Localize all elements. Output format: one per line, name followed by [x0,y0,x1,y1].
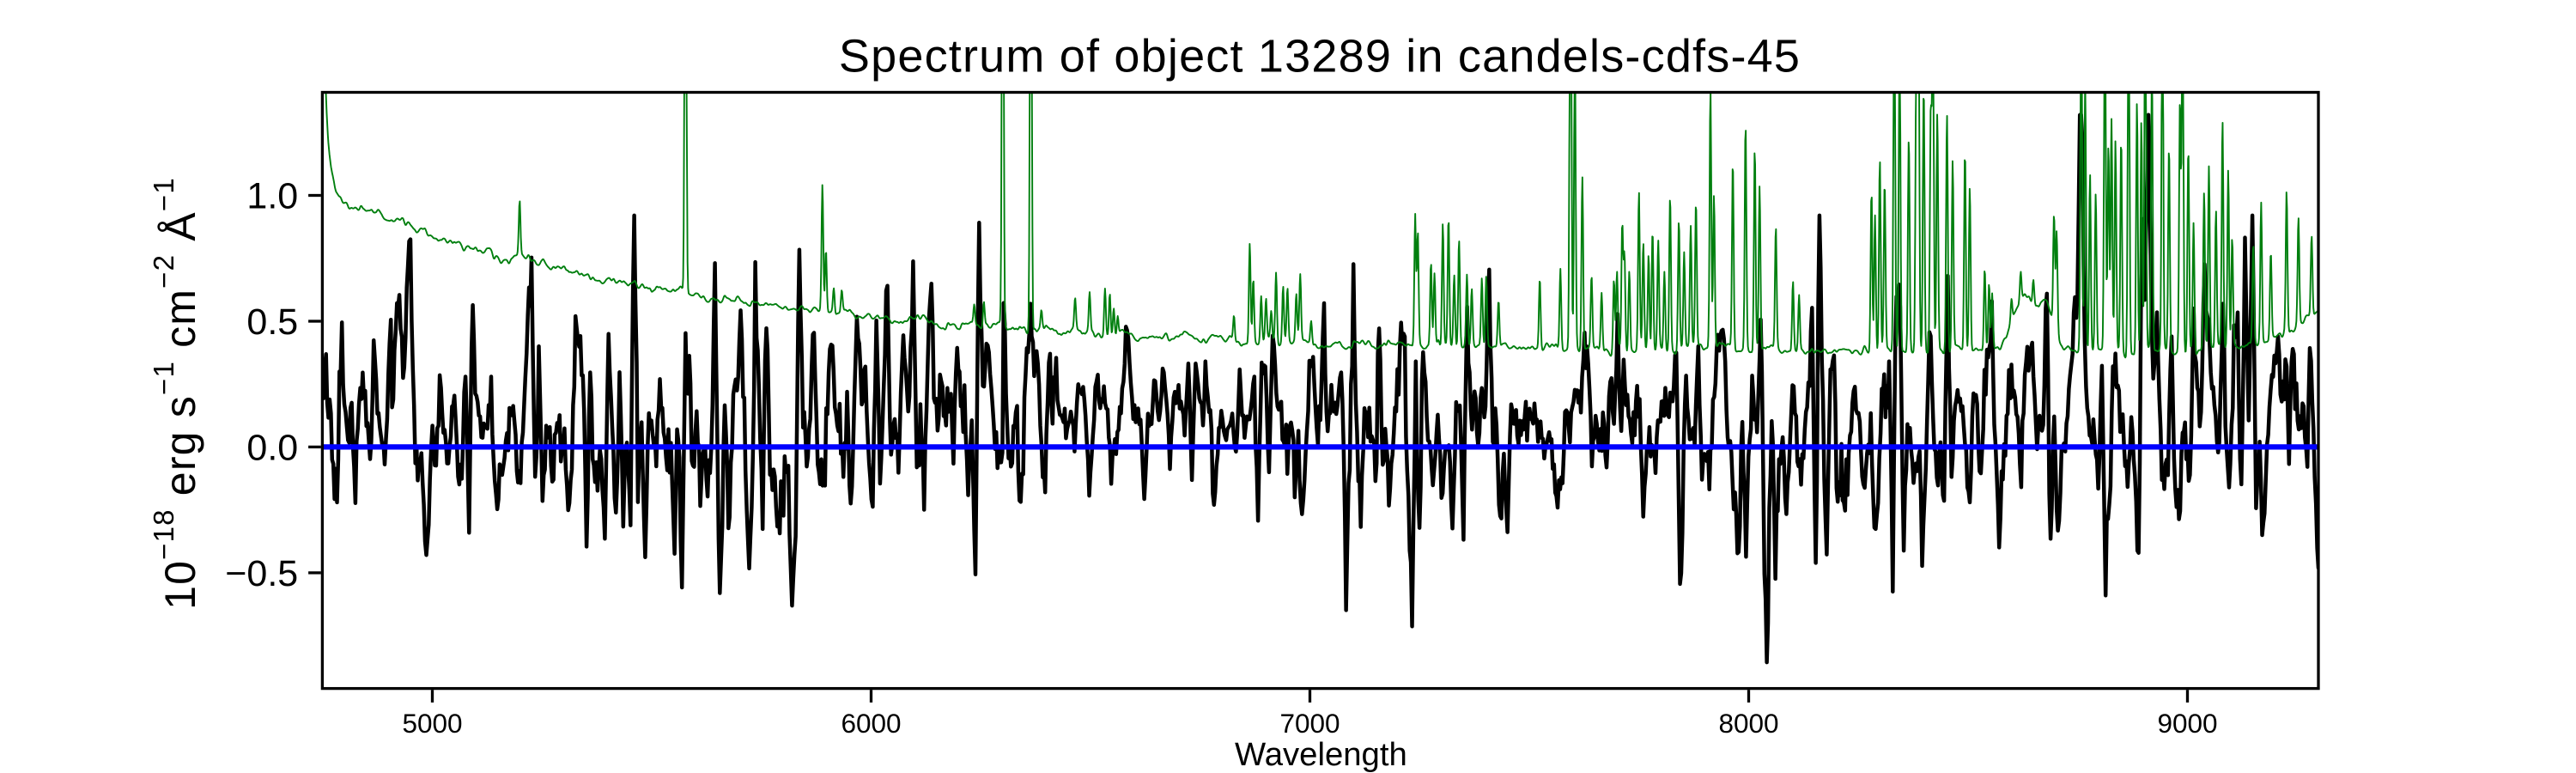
svg-text:Spectrum of object 13289 in ca: Spectrum of object 13289 in candels-cdfs… [839,31,1801,82]
svg-text:7000: 7000 [1279,708,1340,739]
svg-text:8000: 8000 [1718,708,1778,739]
svg-text:10−18 erg s−1 cm−2 Å−1: 10−18 erg s−1 cm−2 Å−1 [148,177,204,610]
svg-text:0.0: 0.0 [246,428,298,469]
svg-text:6000: 6000 [841,708,901,739]
svg-text:0.5: 0.5 [246,301,298,343]
svg-text:Wavelength: Wavelength [1235,736,1407,773]
svg-text:9000: 9000 [2157,708,2217,739]
svg-text:1.0: 1.0 [246,176,298,217]
svg-text:−0.5: −0.5 [225,553,298,594]
svg-text:5000: 5000 [402,708,462,739]
